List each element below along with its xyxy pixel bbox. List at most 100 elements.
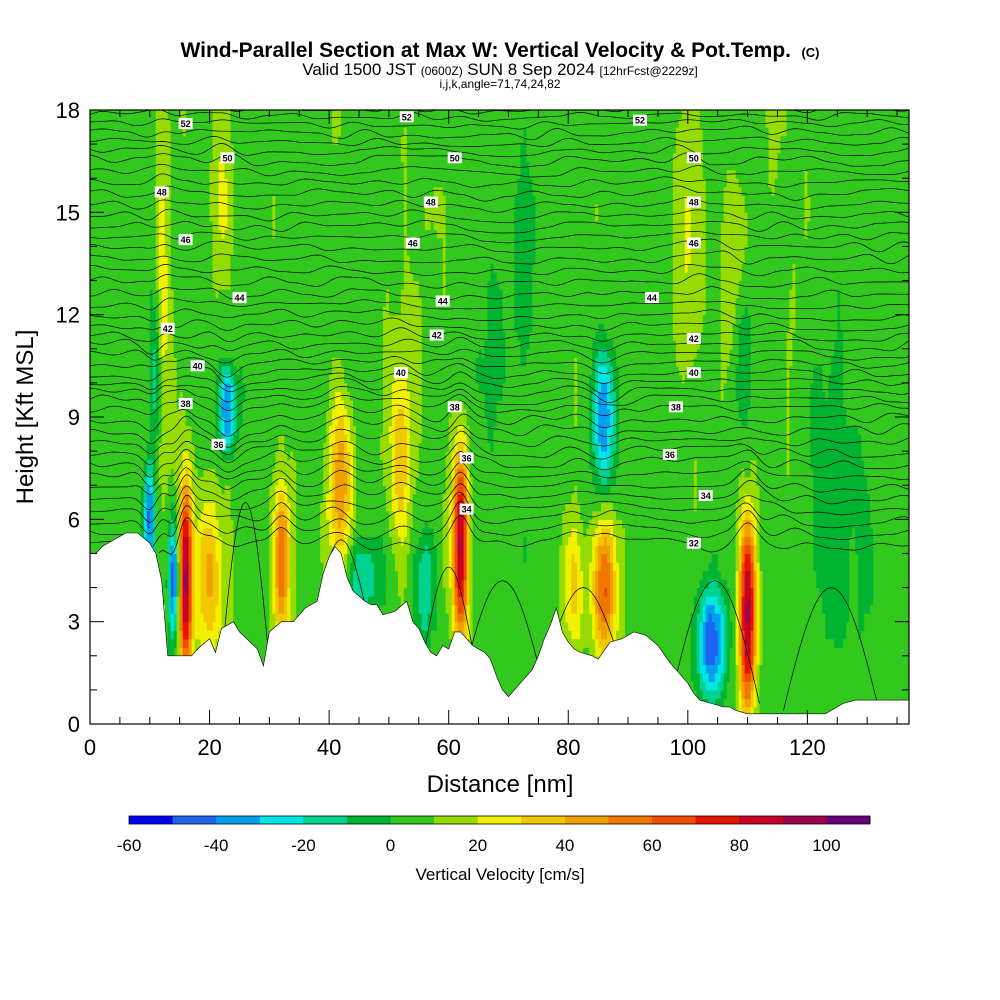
velocity-cell <box>215 485 220 495</box>
velocity-cell <box>314 246 318 256</box>
velocity-cell <box>332 212 336 222</box>
velocity-cell <box>266 536 270 546</box>
velocity-cell <box>140 220 145 230</box>
velocity-cell <box>158 468 163 478</box>
velocity-cell <box>92 536 97 546</box>
velocity-cell <box>104 280 109 290</box>
velocity-cell <box>278 237 282 248</box>
velocity-cell <box>236 161 241 171</box>
velocity-cell <box>90 331 94 341</box>
velocity-cell <box>227 476 232 486</box>
velocity-cell <box>98 434 103 444</box>
velocity-cell <box>200 272 205 282</box>
velocity-cell <box>206 314 211 324</box>
velocity-cell <box>338 118 342 128</box>
velocity-cell <box>302 323 306 333</box>
velocity-cell <box>278 468 282 478</box>
velocity-cell <box>110 357 115 367</box>
velocity-cell <box>107 331 112 341</box>
velocity-cell <box>155 340 160 350</box>
velocity-cell <box>266 127 270 137</box>
velocity-cell <box>221 451 226 461</box>
velocity-cell <box>176 186 181 196</box>
velocity-cell <box>134 127 139 137</box>
velocity-cell <box>188 246 193 256</box>
velocity-cell <box>140 135 145 145</box>
velocity-cell <box>167 212 172 222</box>
velocity-cell <box>329 510 333 520</box>
velocity-cell <box>143 186 148 196</box>
velocity-cell <box>197 229 202 239</box>
velocity-cell <box>215 135 220 145</box>
velocity-cell <box>332 348 336 358</box>
velocity-cell <box>221 536 226 546</box>
velocity-cell <box>260 186 264 196</box>
velocity-cell <box>251 272 255 282</box>
velocity-cell <box>161 382 166 393</box>
velocity-cell <box>113 382 118 393</box>
velocity-cell <box>137 348 142 358</box>
velocity-cell <box>287 357 291 367</box>
velocity-cell <box>323 468 327 478</box>
velocity-cell <box>266 468 270 478</box>
velocity-cell <box>164 229 169 239</box>
velocity-cell <box>242 553 247 563</box>
velocity-cell <box>344 544 348 555</box>
velocity-cell <box>104 254 109 265</box>
velocity-cell <box>224 246 229 256</box>
velocity-cell <box>254 638 258 648</box>
velocity-cell <box>98 340 103 350</box>
velocity-cell <box>296 152 300 162</box>
velocity-cell <box>107 408 112 418</box>
velocity-cell <box>149 220 154 230</box>
velocity-cell <box>242 536 247 546</box>
velocity-cell <box>293 442 297 452</box>
velocity-cell <box>221 127 226 137</box>
velocity-cell <box>215 561 220 572</box>
velocity-cell <box>290 544 294 555</box>
velocity-cell <box>149 237 154 248</box>
velocity-cell <box>296 135 300 145</box>
velocity-cell <box>263 553 267 563</box>
velocity-cell <box>281 203 285 213</box>
velocity-cell <box>305 289 309 299</box>
velocity-cell <box>125 476 130 486</box>
velocity-cell <box>245 442 250 452</box>
velocity-cell <box>248 323 253 333</box>
velocity-cell <box>179 442 184 452</box>
velocity-cell <box>296 365 300 375</box>
velocity-cell <box>92 297 97 307</box>
velocity-cell <box>212 314 217 324</box>
velocity-cell <box>119 229 124 239</box>
velocity-cell <box>230 417 235 427</box>
velocity-cell <box>338 195 342 205</box>
velocity-cell <box>200 323 205 333</box>
velocity-cell <box>299 203 303 213</box>
velocity-cell <box>272 527 276 537</box>
velocity-cell <box>281 399 285 410</box>
velocity-cell <box>152 254 157 265</box>
velocity-cell <box>215 417 220 427</box>
velocity-cell <box>101 442 106 452</box>
velocity-cell <box>95 399 100 410</box>
velocity-cell <box>230 459 235 469</box>
velocity-cell <box>239 536 244 546</box>
velocity-cell <box>146 502 151 512</box>
velocity-cell <box>110 203 115 213</box>
velocity-cell <box>110 442 115 452</box>
velocity-cell <box>290 527 294 537</box>
velocity-cell <box>305 127 309 137</box>
velocity-cell <box>209 229 214 239</box>
velocity-cell <box>320 510 324 520</box>
velocity-cell <box>215 613 220 623</box>
velocity-cell <box>218 434 223 444</box>
velocity-cell <box>197 579 202 589</box>
velocity-cell <box>104 510 109 520</box>
velocity-cell <box>200 638 205 648</box>
velocity-cell <box>239 348 244 358</box>
velocity-cell <box>176 135 181 145</box>
velocity-cell <box>263 254 267 265</box>
velocity-cell <box>245 527 250 537</box>
velocity-cell <box>191 553 196 563</box>
velocity-cell <box>179 365 184 375</box>
